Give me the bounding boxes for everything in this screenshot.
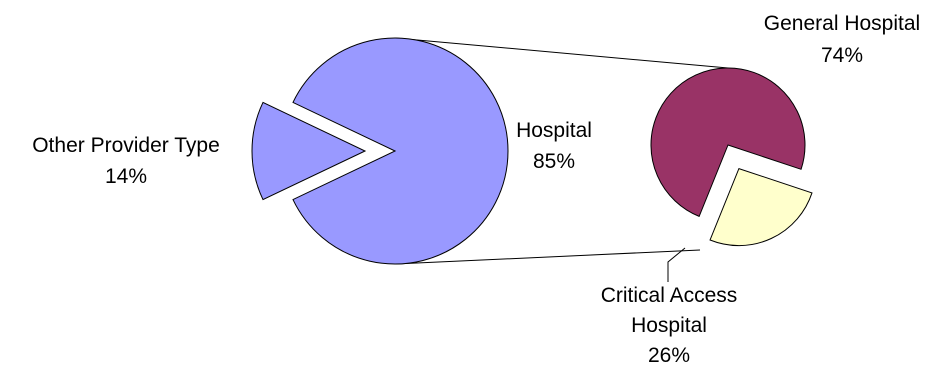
label-other-provider-type-name: Other Provider Type: [32, 134, 220, 157]
leader-line-critical-access: [667, 247, 686, 282]
label-general-hospital-name: General Hospital: [764, 12, 920, 35]
label-other-provider-type-value: 14%: [105, 165, 147, 188]
pie-slice-general-hospital: [650, 67, 806, 218]
label-critical-access-hospital-name-line-2: Hospital: [631, 314, 707, 337]
label-general-hospital-value: 74%: [821, 44, 863, 67]
label-hospital-name: Hospital: [516, 119, 592, 142]
label-critical-access-hospital-value: 26%: [648, 344, 690, 367]
label-critical-access-hospital-name-line-1: Critical Access: [601, 284, 738, 307]
label-hospital-value: 85%: [533, 150, 575, 173]
connector-line-top: [394, 37, 729, 69]
pie-slice-critical-access-hospital: [709, 167, 813, 247]
pie-slice-hospital: [292, 37, 509, 265]
connector-line-bottom: [394, 249, 701, 265]
pie-slice-other-provider-type: [251, 101, 367, 201]
